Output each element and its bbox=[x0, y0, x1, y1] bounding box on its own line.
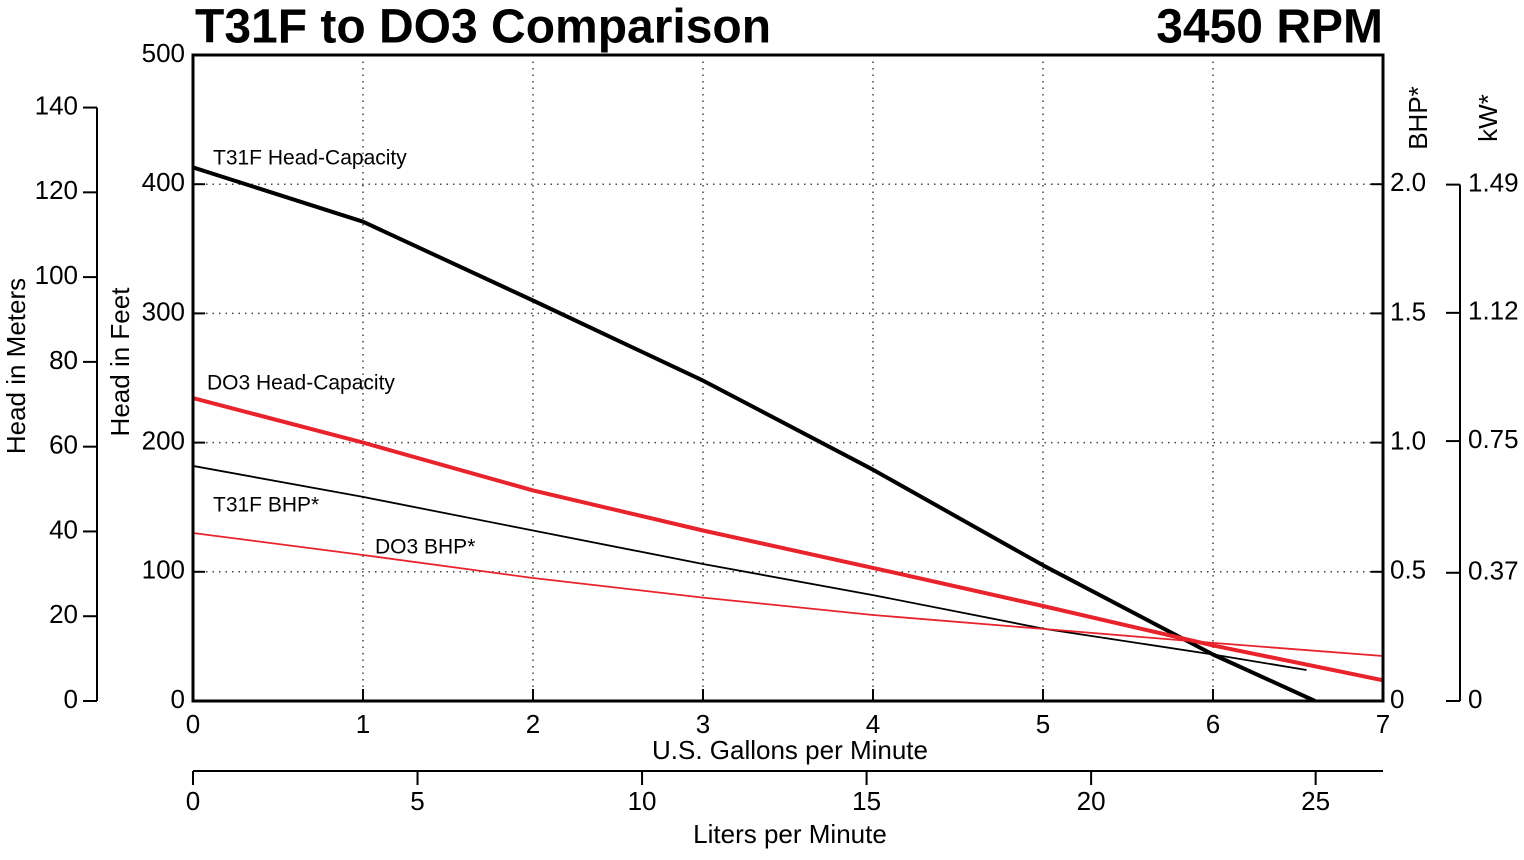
x-axis-label: U.S. Gallons per Minute bbox=[652, 735, 928, 765]
meters-tick-label: 20 bbox=[49, 599, 78, 629]
kw-axis-label: kW* bbox=[1473, 94, 1503, 142]
kw-tick-label: 0 bbox=[1468, 684, 1482, 714]
x-tick-label: 5 bbox=[1036, 709, 1050, 739]
liters-tick-label: 10 bbox=[628, 786, 657, 816]
x-tick-label: 4 bbox=[866, 709, 880, 739]
series-line bbox=[193, 465, 1307, 671]
chart-title: T31F to DO3 Comparison bbox=[195, 1, 771, 54]
liters-tick-label: 15 bbox=[852, 786, 881, 816]
meters-tick-label: 0 bbox=[64, 684, 78, 714]
meters-tick-label: 80 bbox=[49, 345, 78, 375]
meters-tick-label: 120 bbox=[35, 175, 78, 205]
meters-axis-label: Head in Meters bbox=[1, 278, 31, 454]
meters-tick-label: 100 bbox=[35, 260, 78, 290]
liters-tick-label: 0 bbox=[186, 786, 200, 816]
x-tick-label: 1 bbox=[356, 709, 370, 739]
y2-axis-label: BHP* bbox=[1403, 86, 1433, 150]
meters-tick-label: 40 bbox=[49, 514, 78, 544]
kw-tick-label: 1.49 bbox=[1468, 167, 1519, 197]
liters-tick-label: 5 bbox=[410, 786, 424, 816]
plot-frame bbox=[191, 53, 1385, 703]
x-tick-label: 7 bbox=[1376, 709, 1390, 739]
series-label: T31F BHP* bbox=[213, 494, 319, 517]
x-tick-label: 3 bbox=[696, 709, 710, 739]
series-line bbox=[193, 396, 1383, 683]
y2-tick-label: 1.0 bbox=[1390, 425, 1426, 455]
y2-tick-label: 0 bbox=[1390, 684, 1404, 714]
kw-tick-label: 0.75 bbox=[1468, 424, 1519, 454]
y-axis-label: Head in Feet bbox=[105, 287, 135, 437]
liters-tick-label: 20 bbox=[1077, 786, 1106, 816]
series-label: DO3 BHP* bbox=[375, 536, 475, 559]
liters-tick-label: 25 bbox=[1301, 786, 1330, 816]
x-tick-label: 2 bbox=[526, 709, 540, 739]
kw-tick-label: 1.12 bbox=[1468, 296, 1519, 326]
y2-tick-label: 1.5 bbox=[1390, 296, 1426, 326]
liters-axis-label: Liters per Minute bbox=[693, 819, 887, 849]
x-tick-label: 0 bbox=[186, 709, 200, 739]
meters-tick-label: 140 bbox=[35, 90, 78, 120]
y2-tick-label: 2.0 bbox=[1390, 167, 1426, 197]
y-tick-label: 500 bbox=[142, 38, 185, 68]
kw-tick-label: 0.37 bbox=[1468, 556, 1519, 586]
x-tick-label: 6 bbox=[1206, 709, 1220, 739]
meters-tick-label: 60 bbox=[49, 430, 78, 460]
y-tick-label: 200 bbox=[142, 425, 185, 455]
series-line bbox=[193, 165, 1316, 701]
series-line bbox=[193, 532, 1383, 657]
y-tick-label: 400 bbox=[142, 167, 185, 197]
y2-tick-label: 0.5 bbox=[1390, 555, 1426, 585]
series-label: T31F Head-Capacity bbox=[213, 147, 407, 170]
y-tick-label: 100 bbox=[142, 555, 185, 585]
y-tick-label: 300 bbox=[142, 296, 185, 326]
series-label: DO3 Head-Capacity bbox=[207, 372, 395, 395]
chart-subtitle: 3450 RPM bbox=[1156, 1, 1383, 54]
y-tick-label: 0 bbox=[171, 684, 185, 714]
